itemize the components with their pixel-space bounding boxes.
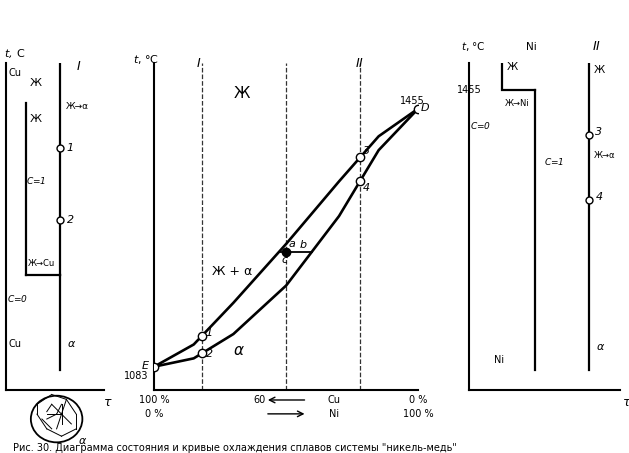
- Text: τ: τ: [623, 396, 629, 409]
- Text: α: α: [597, 342, 604, 352]
- Text: Ж→Ni: Ж→Ni: [505, 99, 530, 108]
- Text: $t$, °C: $t$, °C: [461, 40, 486, 53]
- Text: 100 %: 100 %: [139, 395, 169, 405]
- Text: E: E: [142, 361, 149, 371]
- Text: $I$: $I$: [77, 60, 82, 73]
- Text: 2: 2: [206, 349, 213, 359]
- Text: $C$=1: $C$=1: [544, 155, 564, 167]
- Text: 3: 3: [596, 127, 603, 137]
- Text: $C$=0: $C$=0: [470, 120, 491, 130]
- Text: 1455: 1455: [457, 85, 481, 95]
- Text: $C$=0: $C$=0: [8, 293, 28, 304]
- Text: 1455: 1455: [400, 96, 425, 106]
- Text: $t$,: $t$,: [4, 47, 13, 60]
- Text: $II$: $II$: [355, 57, 364, 70]
- Text: Ж: Ж: [506, 62, 518, 72]
- Text: a: a: [289, 239, 296, 249]
- Text: Ж→α: Ж→α: [594, 151, 615, 160]
- Text: 3: 3: [363, 146, 370, 156]
- Text: 1083: 1083: [125, 371, 149, 381]
- Text: Cu: Cu: [327, 395, 340, 405]
- Text: Ж + α: Ж + α: [212, 265, 252, 278]
- Text: Ж→α: Ж→α: [66, 102, 89, 111]
- Text: 100 %: 100 %: [403, 410, 433, 419]
- Text: Рис. 30. Диаграмма состояния и кривые охлаждения сплавов системы "никель-медь": Рис. 30. Диаграмма состояния и кривые ох…: [13, 443, 457, 453]
- Text: α: α: [79, 436, 86, 446]
- Text: 2: 2: [67, 215, 74, 225]
- Text: Ж: Ж: [30, 78, 42, 88]
- Text: Ж: Ж: [30, 114, 42, 124]
- Text: Ж→Cu: Ж→Cu: [28, 259, 55, 268]
- Text: Ni: Ni: [329, 410, 339, 419]
- Text: 4: 4: [596, 193, 603, 202]
- Text: D: D: [421, 103, 430, 113]
- Text: τ: τ: [104, 396, 111, 409]
- Text: c: c: [281, 255, 287, 265]
- Text: $II$: $II$: [593, 40, 601, 53]
- Text: Cu: Cu: [8, 339, 21, 349]
- Text: α: α: [68, 339, 75, 349]
- Text: $t$, °C: $t$, °C: [133, 53, 159, 67]
- Text: $C$=1: $C$=1: [26, 175, 46, 186]
- Text: 1: 1: [67, 144, 74, 154]
- Text: 1: 1: [206, 328, 213, 338]
- Text: 0 %: 0 %: [409, 395, 428, 405]
- Text: Cu: Cu: [8, 68, 21, 78]
- Text: Ж: Ж: [594, 65, 605, 75]
- Text: Ni: Ni: [494, 356, 504, 366]
- Text: α: α: [233, 343, 243, 358]
- Text: b: b: [299, 240, 306, 250]
- Text: 4: 4: [363, 183, 370, 193]
- Text: Ni: Ni: [526, 43, 537, 53]
- Text: Ж: Ж: [233, 86, 250, 101]
- Text: C: C: [16, 49, 24, 59]
- Text: $I$: $I$: [196, 57, 202, 70]
- Text: 0 %: 0 %: [145, 410, 164, 419]
- Text: 60: 60: [253, 395, 266, 405]
